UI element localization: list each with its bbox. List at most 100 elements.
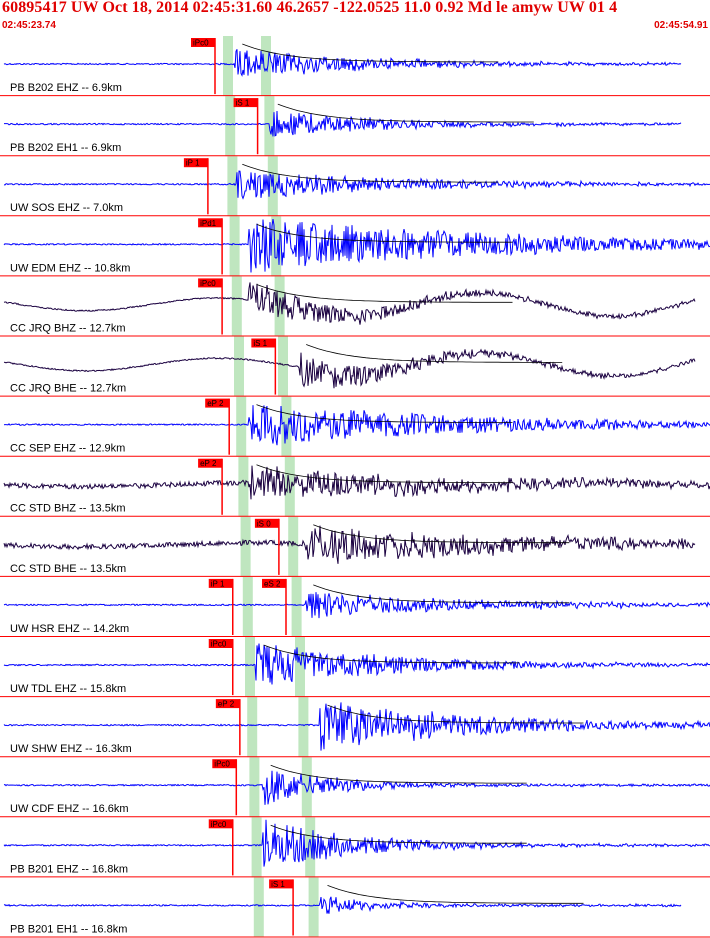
pick-tag[interactable] (254, 518, 279, 528)
pick-label: iS 0 (257, 519, 271, 528)
pick-tag[interactable] (205, 398, 230, 408)
waveform (3, 465, 710, 500)
pick-tag[interactable] (183, 158, 208, 168)
p-wave-band (249, 757, 260, 818)
pick-tag[interactable] (198, 458, 223, 468)
p-wave-band (253, 877, 264, 938)
pick-tag[interactable] (212, 759, 237, 769)
coda-curve (313, 524, 570, 544)
p-wave-band (236, 396, 247, 457)
s-wave-band (291, 576, 302, 637)
station-label: PB B202 EH1 -- 6.9km (10, 142, 121, 154)
s-wave-band (261, 36, 271, 97)
station-label: UW HSR EHZ -- 14.2km (10, 623, 129, 635)
station-label: UW SOS EHZ -- 7.0km (10, 202, 123, 214)
waveform (3, 896, 682, 914)
waveform (3, 592, 710, 619)
station-label: UW EDM EHZ -- 10.8km (10, 262, 130, 274)
waveform (3, 702, 710, 751)
seismogram-panel: iPc0 PB B202 EHZ -- 6.9km iS 1 PB B202 EH1 … (0, 36, 710, 938)
waveform (3, 219, 710, 273)
waveform (3, 348, 696, 389)
event-title: 60895417 UW Oct 18, 2014 02:45:31.60 46.… (2, 0, 618, 16)
pick-tag[interactable] (262, 578, 286, 588)
pick-tag[interactable] (208, 578, 233, 588)
pick-label: iP 1 (211, 579, 225, 588)
waveform (3, 770, 710, 805)
trace-row: iPc0 PB B201 EHZ -- 16.8km (0, 819, 710, 878)
p-wave-band (223, 36, 233, 97)
p-wave-band (245, 637, 255, 698)
station-label: CC SEP EHZ -- 12.9km (10, 443, 125, 455)
coda-curve (327, 885, 584, 904)
waveform (3, 643, 710, 685)
coda-curve (270, 764, 527, 784)
trace-row: eP 2 UW SHW EHZ -- 16.3km (0, 699, 710, 758)
p-wave-band (240, 516, 251, 577)
start-time-label: 02:45:23.74 (2, 20, 56, 31)
trace-row: iS 0 CC STD BHE -- 13.5km (0, 518, 710, 577)
pick-label: iPc0 (200, 279, 216, 288)
coda-curve (242, 43, 499, 63)
s-wave-band (288, 516, 299, 577)
pick-tag[interactable] (233, 98, 258, 108)
waveform (3, 819, 710, 867)
station-label: PB B201 EHZ -- 16.8km (10, 863, 128, 875)
coda-curve (263, 644, 520, 664)
pick-tag[interactable] (208, 819, 233, 829)
station-label: UW SHW EHZ -- 16.3km (10, 743, 132, 755)
pick-tag[interactable] (191, 38, 215, 47)
waveform (3, 170, 710, 200)
station-label: UW TDL EHZ -- 15.8km (10, 683, 126, 695)
trace-row: iP 1 UW SOS EHZ -- 7.0km (0, 158, 710, 217)
s-wave-band (267, 156, 278, 217)
p-wave-band (229, 216, 240, 277)
trace-row: eP 2 CC SEP EHZ -- 12.9km (0, 398, 710, 457)
pick-tag[interactable] (208, 639, 233, 648)
trace-row: iPc0 UW TDL EHZ -- 15.8km (0, 639, 710, 698)
p-wave-band (238, 456, 249, 517)
pick-tag[interactable] (198, 218, 223, 228)
station-label: CC JRQ BHZ -- 12.7km (10, 322, 126, 334)
coda-curve (256, 404, 513, 423)
pick-label: eP 2 (218, 700, 235, 709)
end-time-label: 02:45:54.91 (654, 20, 708, 31)
pick-label: eS 2 (264, 579, 281, 588)
trace-row: iPc0 UW CDF EHZ -- 16.6km (0, 759, 710, 818)
pick-label: iP 1 (186, 159, 200, 168)
coda-curve (242, 163, 499, 183)
pick-tag[interactable] (269, 879, 294, 889)
station-label: PB B201 EH1 -- 16.8km (10, 923, 127, 935)
s-wave-band (305, 817, 316, 878)
pick-label: iPc0 (214, 760, 230, 769)
event-header: 60895417 UW Oct 18, 2014 02:45:31.60 46.… (0, 0, 710, 36)
pick-label: iS 1 (253, 339, 267, 348)
p-wave-band (251, 817, 262, 878)
trace-row: iP 1 eS 2 UW HSR EHZ -- 14.2km (0, 578, 710, 637)
waveform (3, 405, 710, 446)
coda-curve (256, 284, 513, 303)
s-wave-band (271, 216, 282, 277)
station-label: PB B202 EHZ -- 6.9km (10, 82, 122, 94)
coda-curve (256, 464, 513, 483)
pick-tag[interactable] (215, 699, 240, 709)
coda-curve (277, 103, 534, 123)
p-wave-band (227, 156, 238, 217)
trace-row: iPc0 CC JRQ BHZ -- 12.7km (0, 278, 710, 337)
s-wave-band (301, 757, 312, 818)
pick-tag[interactable] (198, 278, 223, 288)
pick-tag[interactable] (251, 338, 276, 348)
pick-label: iS 1 (236, 99, 250, 108)
p-wave-band (242, 576, 253, 637)
pick-label: eP 2 (207, 399, 224, 408)
waveform (3, 525, 696, 564)
coda-curve (306, 344, 563, 363)
s-wave-band (295, 637, 305, 698)
coda-curve (313, 584, 570, 604)
station-label: CC STD BHZ -- 13.5km (10, 503, 126, 515)
station-label: UW CDF EHZ -- 16.6km (10, 803, 129, 815)
trace-row: iS 1 PB B202 EH1 -- 6.9km (0, 98, 710, 157)
coda-curve (256, 223, 513, 243)
p-wave-band (234, 336, 244, 397)
p-wave-band (231, 276, 242, 337)
